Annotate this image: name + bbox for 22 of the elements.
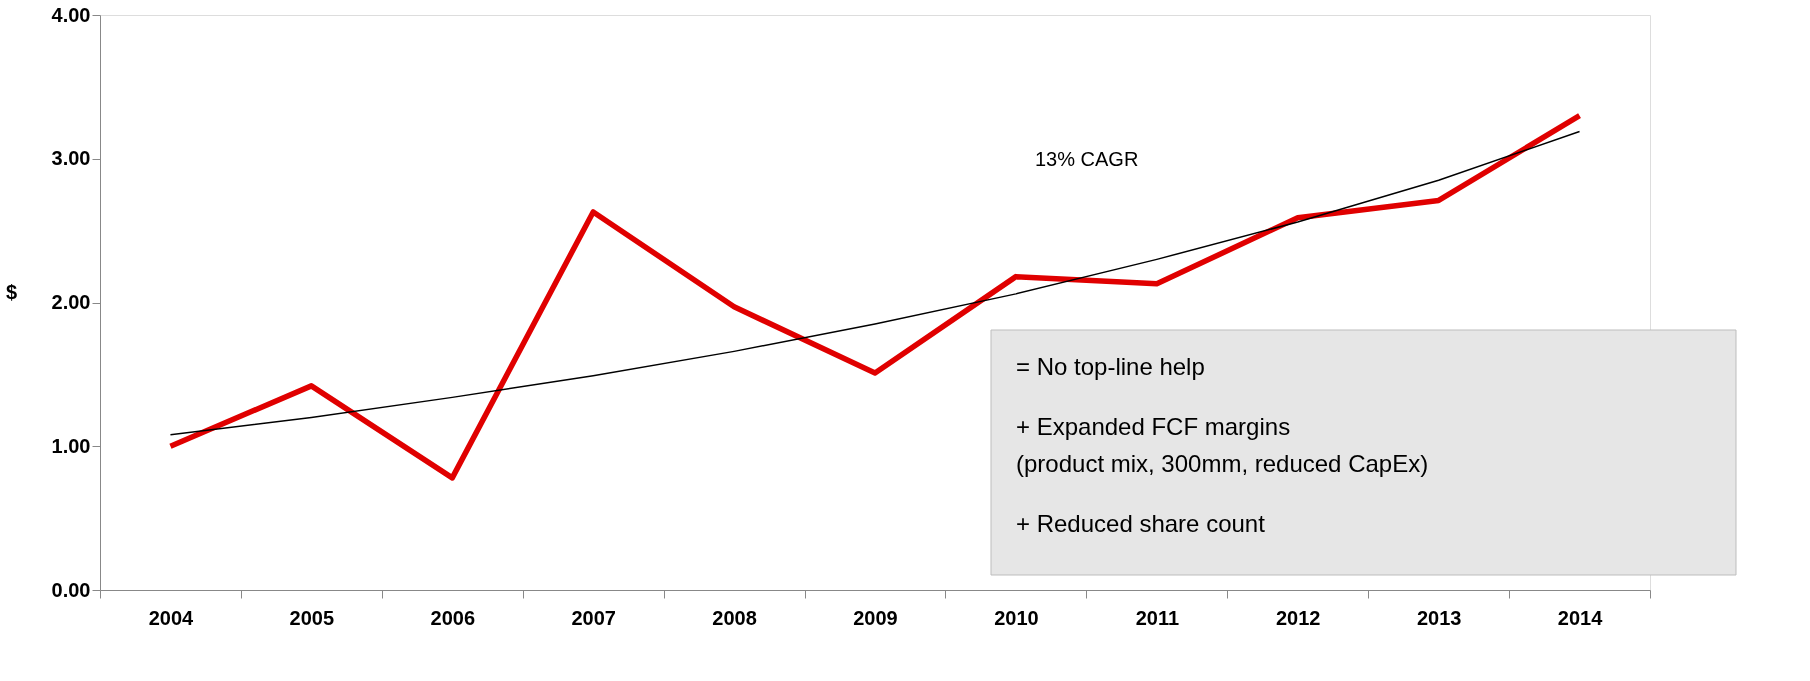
x-tick-label: 2008	[712, 606, 757, 629]
x-tick-label: 2009	[853, 606, 898, 629]
x-tick-label: 2013	[1416, 606, 1462, 629]
y-tick-label: 4.00	[51, 3, 91, 26]
x-tick-label: 2006	[430, 606, 476, 629]
y-tick-label: 2.00	[51, 291, 91, 313]
x-tick-label: 2007	[571, 606, 616, 629]
x-tick-label: 2010	[994, 606, 1039, 629]
y-tick-label: 1.00	[51, 434, 91, 457]
y-axis-title: $	[6, 281, 18, 303]
annotation: + Reduced share count	[1016, 510, 1266, 537]
annotation: + Expanded FCF margins	[1016, 413, 1291, 440]
y-tick-label: 3.00	[51, 147, 91, 170]
x-tick-label: 2004	[148, 606, 195, 629]
x-tick-label: 2011	[1135, 606, 1180, 629]
annotation: (product mix, 300mm, reduced CapEx)	[1016, 450, 1429, 477]
y-tick-label: 0.00	[51, 578, 91, 601]
x-tick-label: 2005	[289, 606, 335, 629]
x-tick-label: 2014	[1557, 606, 1604, 629]
annotation: = No top-line help	[1016, 353, 1205, 380]
x-tick-label: 2012	[1275, 606, 1321, 629]
annotation: 13% CAGR	[1035, 148, 1139, 170]
